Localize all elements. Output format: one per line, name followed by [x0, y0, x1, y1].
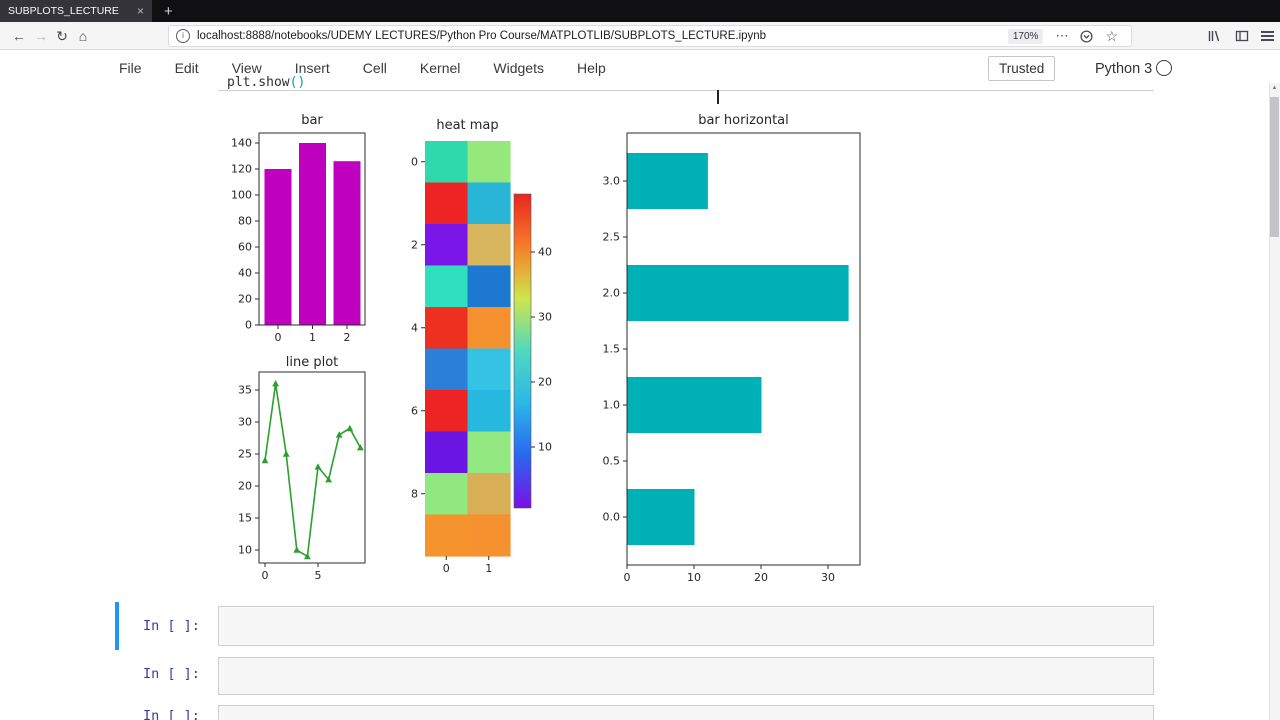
site-info-icon[interactable]: i	[176, 29, 190, 43]
home-icon[interactable]: ⌂	[78, 28, 88, 44]
svg-text:line plot: line plot	[286, 355, 339, 370]
tab-bar: SUBPLOTS_LECTURE × +	[0, 0, 1280, 22]
svg-text:40: 40	[238, 267, 252, 280]
menu-edit[interactable]: Edit	[174, 60, 199, 76]
svg-text:1: 1	[485, 562, 492, 575]
bar-chart: 0 20 40 60 80 100 120 140 0 1 2 bar	[225, 108, 375, 358]
svg-text:30: 30	[821, 571, 835, 584]
sidebar-icon[interactable]	[1231, 26, 1253, 46]
svg-text:0: 0	[245, 319, 252, 332]
svg-text:20: 20	[754, 571, 768, 584]
svg-text:bar horizontal: bar horizontal	[698, 113, 789, 128]
page-actions-icon[interactable]: ⋯	[1055, 28, 1069, 43]
svg-text:40: 40	[538, 246, 552, 259]
svg-text:bar: bar	[301, 113, 323, 128]
kernel-status-icon	[1156, 60, 1172, 76]
svg-text:20: 20	[538, 376, 552, 389]
code-input-area[interactable]	[218, 606, 1154, 646]
cell-prompt: In [ ]:	[143, 666, 200, 682]
bookmark-star-icon[interactable]: ☆	[1105, 27, 1118, 44]
svg-text:10: 10	[687, 571, 701, 584]
code-input-area[interactable]	[218, 657, 1154, 695]
zoom-level-badge[interactable]: 170%	[1007, 28, 1044, 44]
selected-cell-indicator	[115, 602, 119, 650]
svg-text:3.0: 3.0	[603, 175, 621, 188]
svg-text:2.0: 2.0	[603, 287, 621, 300]
svg-text:20: 20	[238, 293, 252, 306]
svg-text:0.0: 0.0	[603, 511, 621, 524]
scroll-up-icon[interactable]: ▲	[1271, 85, 1278, 91]
cell-prompt: In [ ]:	[143, 618, 200, 634]
text-cursor	[717, 90, 719, 104]
forward-icon[interactable]: →	[34, 28, 48, 44]
svg-text:25: 25	[238, 448, 252, 461]
tab-title: SUBPLOTS_LECTURE	[8, 5, 119, 17]
svg-text:140: 140	[231, 137, 252, 150]
menu-cell[interactable]: Cell	[362, 60, 387, 76]
svg-text:30: 30	[538, 311, 552, 324]
svg-text:30: 30	[238, 416, 252, 429]
svg-text:0: 0	[275, 331, 282, 344]
menu-file[interactable]: File	[119, 60, 142, 76]
svg-text:60: 60	[238, 241, 252, 254]
menu-icon[interactable]	[1256, 26, 1278, 46]
tab-close-icon[interactable]: ×	[136, 4, 144, 18]
code-line[interactable]: plt.show()	[227, 75, 306, 90]
scrollbar-track[interactable]	[1269, 83, 1280, 720]
trusted-button[interactable]: Trusted	[988, 56, 1056, 81]
menu-insert[interactable]: Insert	[294, 60, 330, 76]
scrollbar-thumb[interactable]	[1270, 97, 1279, 237]
menu-help[interactable]: Help	[576, 60, 606, 76]
svg-text:15: 15	[238, 512, 252, 525]
back-icon[interactable]: ←	[12, 28, 26, 44]
svg-text:2: 2	[411, 238, 418, 251]
svg-text:0.5: 0.5	[603, 455, 621, 468]
code-input-area[interactable]	[218, 705, 1154, 720]
svg-text:1.0: 1.0	[603, 399, 621, 412]
svg-text:1: 1	[309, 331, 316, 344]
heatmap-chart: 0 2 4 6 8 0 1 10 20 30 40 heat map	[395, 115, 567, 590]
url-text[interactable]: localhost:8888/notebooks/UDEMY LECTURES/…	[197, 30, 767, 42]
pocket-icon[interactable]	[1080, 29, 1093, 43]
svg-text:2.5: 2.5	[603, 231, 621, 244]
barh-chart: 0 10 20 30 0.0 0.5 1.0 1.5 2.0 2.5 3.0 bar horizont…	[595, 108, 885, 598]
svg-text:0: 0	[262, 569, 269, 582]
new-tab-button[interactable]: +	[164, 2, 173, 20]
menu-view[interactable]: View	[231, 60, 262, 76]
browser-toolbar: ← → ↻ ⌂ i localhost:8888/notebooks/UDEMY…	[0, 22, 1280, 50]
svg-text:6: 6	[411, 404, 418, 417]
svg-text:1.5: 1.5	[603, 343, 621, 356]
svg-text:8: 8	[411, 487, 418, 500]
svg-text:0: 0	[411, 155, 418, 168]
svg-text:120: 120	[231, 163, 252, 176]
kernel-name: Python 3	[1095, 61, 1153, 77]
cell-prompt: In [ ]:	[143, 708, 200, 720]
svg-text:0: 0	[443, 562, 450, 575]
svg-text:10: 10	[538, 441, 552, 454]
svg-text:100: 100	[231, 189, 252, 202]
line-plot-chart: 10 15 20 25 30 35 0 5 line plot	[225, 352, 375, 592]
menu-kernel[interactable]: Kernel	[419, 60, 461, 76]
svg-text:20: 20	[238, 480, 252, 493]
notebook-menu-bar: File Edit View Insert Cell Kernel Widget…	[0, 50, 1280, 86]
menu-widgets[interactable]: Widgets	[493, 60, 544, 76]
svg-text:heat map: heat map	[436, 118, 498, 133]
svg-text:4: 4	[411, 321, 418, 334]
reload-icon[interactable]: ↻	[56, 27, 68, 44]
svg-text:2: 2	[344, 331, 351, 344]
tab-subplots-lecture[interactable]: SUBPLOTS_LECTURE ×	[0, 0, 152, 22]
svg-text:10: 10	[238, 544, 252, 557]
url-bar[interactable]: i localhost:8888/notebooks/UDEMY LECTURE…	[168, 25, 1132, 47]
svg-text:0: 0	[624, 571, 631, 584]
library-icon[interactable]	[1203, 26, 1225, 46]
svg-text:35: 35	[238, 384, 252, 397]
svg-text:5: 5	[315, 569, 322, 582]
svg-text:80: 80	[238, 215, 252, 228]
code-cell-bottom-border	[218, 90, 1154, 91]
